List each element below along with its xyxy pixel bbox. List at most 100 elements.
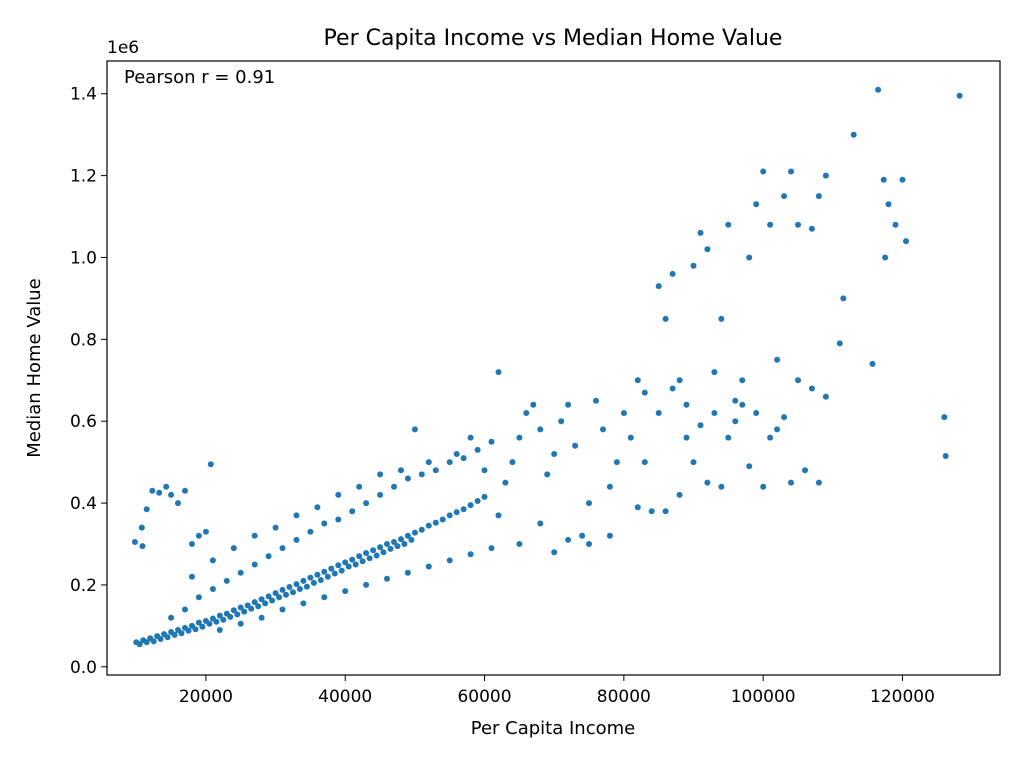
data-point <box>189 541 195 547</box>
data-point <box>363 581 370 588</box>
data-point <box>404 532 411 539</box>
data-point <box>195 594 202 601</box>
data-point <box>175 500 181 507</box>
data-point <box>290 589 296 596</box>
data-point <box>324 573 331 580</box>
data-point <box>149 487 156 494</box>
y-tick-label: 1.0 <box>70 248 97 268</box>
data-point <box>808 225 815 232</box>
data-point <box>255 603 262 610</box>
data-point <box>223 577 230 584</box>
x-tick-label: 80000 <box>597 687 651 707</box>
data-point <box>565 536 572 543</box>
data-point <box>537 520 544 527</box>
data-point <box>307 528 314 535</box>
data-point <box>335 516 342 523</box>
data-point <box>366 555 373 562</box>
data-point <box>516 541 523 547</box>
data-point <box>488 438 495 445</box>
data-point <box>258 596 265 603</box>
data-point <box>627 434 634 441</box>
data-point <box>620 410 627 416</box>
data-point <box>377 544 384 551</box>
data-point <box>220 616 227 623</box>
data-point <box>551 549 558 556</box>
data-point <box>131 539 138 545</box>
data-point <box>303 583 310 590</box>
data-point <box>788 168 794 175</box>
y-tick-label: 1.4 <box>70 85 97 105</box>
data-point <box>356 553 363 560</box>
data-point <box>683 434 690 441</box>
data-point <box>836 340 843 347</box>
data-point <box>352 561 359 568</box>
data-point <box>209 586 216 592</box>
data-point <box>370 547 377 554</box>
data-point <box>453 509 460 516</box>
data-point <box>139 543 146 550</box>
data-point <box>143 639 150 646</box>
data-point <box>558 418 565 425</box>
data-point <box>293 536 300 543</box>
data-point <box>704 246 711 253</box>
data-point <box>655 283 662 290</box>
data-point <box>683 401 690 408</box>
data-point <box>377 471 384 478</box>
data-point <box>185 627 192 634</box>
data-point <box>739 401 746 408</box>
data-point <box>767 221 774 228</box>
data-point <box>446 557 453 564</box>
data-point <box>349 556 356 563</box>
data-point <box>150 638 157 645</box>
y-tick-label: 0.0 <box>70 658 97 678</box>
data-point <box>425 522 432 529</box>
data-point <box>669 385 676 392</box>
data-point <box>307 574 314 581</box>
data-point <box>164 634 171 641</box>
data-point <box>753 201 760 208</box>
data-point <box>474 446 481 453</box>
data-point <box>808 385 815 392</box>
data-point <box>338 567 345 574</box>
data-point <box>781 193 788 200</box>
data-point <box>467 434 474 441</box>
data-point <box>941 414 948 421</box>
data-point <box>460 455 467 462</box>
data-point <box>227 613 234 620</box>
data-point <box>641 459 648 466</box>
data-point <box>230 607 237 614</box>
data-point <box>495 512 502 519</box>
data-point <box>892 221 899 228</box>
data-point <box>384 541 390 547</box>
data-point <box>579 532 586 539</box>
data-point <box>509 459 516 466</box>
data-point <box>377 491 384 498</box>
data-point <box>251 599 258 606</box>
data-point <box>956 92 963 99</box>
data-point <box>335 562 342 569</box>
data-point <box>690 459 697 466</box>
data-point <box>342 559 349 566</box>
data-point <box>269 597 276 604</box>
data-point <box>586 541 592 547</box>
data-point <box>216 627 223 633</box>
points-layer <box>131 86 963 648</box>
data-point <box>216 612 223 619</box>
data-point <box>774 426 781 433</box>
data-point <box>143 506 150 513</box>
x-tick-label: 60000 <box>457 687 511 707</box>
data-point <box>641 389 648 396</box>
data-point <box>732 418 739 425</box>
data-point <box>391 483 397 490</box>
data-point <box>718 315 725 322</box>
data-point <box>157 636 164 642</box>
data-point <box>293 581 300 588</box>
data-point <box>467 551 474 558</box>
data-point <box>283 591 289 598</box>
data-point <box>195 619 202 626</box>
data-point <box>314 571 321 578</box>
data-point <box>781 414 788 421</box>
y-tick-label: 0.6 <box>70 412 97 432</box>
data-point <box>502 479 509 486</box>
data-point <box>446 512 453 519</box>
